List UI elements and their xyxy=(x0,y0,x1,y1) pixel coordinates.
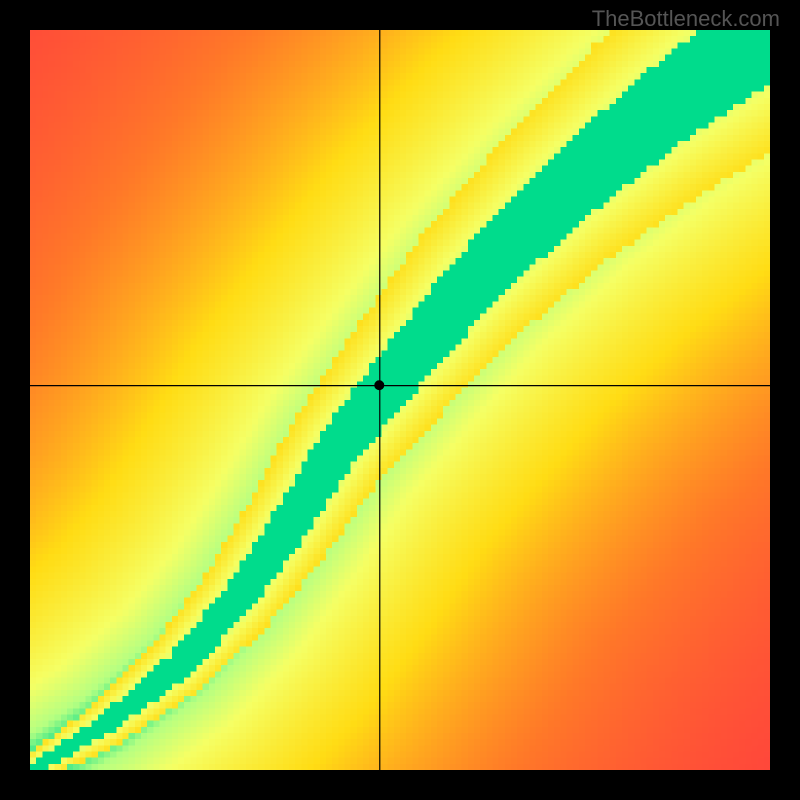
watermark-text: TheBottleneck.com xyxy=(592,6,780,32)
plot-area xyxy=(30,30,770,770)
root-container: TheBottleneck.com xyxy=(0,0,800,800)
heatmap-canvas xyxy=(30,30,770,770)
